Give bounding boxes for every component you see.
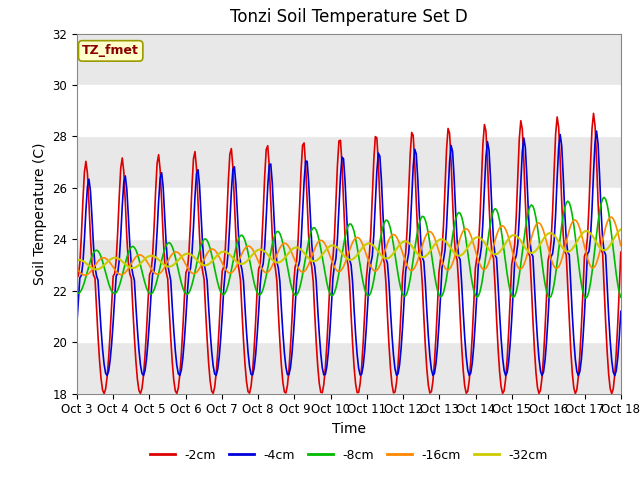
X-axis label: Time: Time — [332, 422, 366, 436]
-16cm — [588, 265, 596, 271]
-32cm — [617, 227, 625, 232]
-16cm — [237, 254, 244, 260]
Title: Tonzi Soil Temperature Set D: Tonzi Soil Temperature Set D — [230, 9, 468, 26]
-2cm — [589, 110, 597, 116]
-8cm — [582, 295, 590, 301]
-32cm — [255, 247, 262, 252]
-32cm — [237, 261, 244, 267]
-4cm — [73, 322, 81, 328]
-4cm — [588, 206, 596, 212]
-16cm — [141, 256, 149, 262]
Line: -2cm: -2cm — [77, 113, 621, 394]
Bar — [77, 34, 621, 85]
-4cm — [593, 128, 600, 134]
Legend: -2cm, -4cm, -8cm, -16cm, -32cm: -2cm, -4cm, -8cm, -16cm, -32cm — [145, 444, 553, 467]
-32cm — [264, 252, 271, 258]
-32cm — [73, 257, 81, 263]
-16cm — [264, 269, 271, 275]
-8cm — [235, 235, 243, 240]
-2cm — [617, 249, 625, 255]
-8cm — [262, 273, 270, 279]
-16cm — [617, 242, 625, 248]
-8cm — [73, 290, 81, 296]
-2cm — [73, 275, 81, 281]
-2cm — [311, 311, 319, 316]
-32cm — [312, 258, 320, 264]
-2cm — [140, 373, 147, 379]
-16cm — [312, 242, 320, 248]
-2cm — [262, 147, 270, 153]
-8cm — [311, 225, 319, 231]
Bar — [77, 136, 621, 188]
-2cm — [253, 288, 261, 294]
Y-axis label: Soil Temperature (C): Soil Temperature (C) — [33, 143, 47, 285]
-16cm — [81, 272, 88, 278]
Bar — [77, 240, 621, 291]
-4cm — [617, 309, 625, 314]
-2cm — [608, 391, 616, 396]
-2cm — [587, 162, 595, 168]
-16cm — [608, 214, 616, 220]
-2cm — [235, 266, 243, 272]
Bar — [77, 342, 621, 394]
-16cm — [255, 259, 262, 265]
Line: -16cm: -16cm — [77, 217, 621, 275]
-32cm — [93, 266, 100, 272]
-16cm — [73, 266, 81, 272]
-8cm — [617, 294, 625, 300]
-4cm — [575, 372, 582, 378]
-4cm — [140, 372, 147, 378]
-8cm — [600, 194, 608, 200]
-4cm — [253, 333, 261, 338]
-32cm — [588, 232, 596, 238]
Line: -4cm: -4cm — [77, 131, 621, 375]
-8cm — [253, 289, 261, 295]
-4cm — [311, 264, 319, 269]
-32cm — [141, 256, 149, 262]
-8cm — [588, 270, 596, 276]
-4cm — [235, 241, 243, 247]
-4cm — [262, 215, 270, 220]
Text: TZ_fmet: TZ_fmet — [82, 44, 139, 58]
-8cm — [140, 275, 147, 280]
Line: -32cm: -32cm — [77, 229, 621, 269]
Line: -8cm: -8cm — [77, 197, 621, 298]
